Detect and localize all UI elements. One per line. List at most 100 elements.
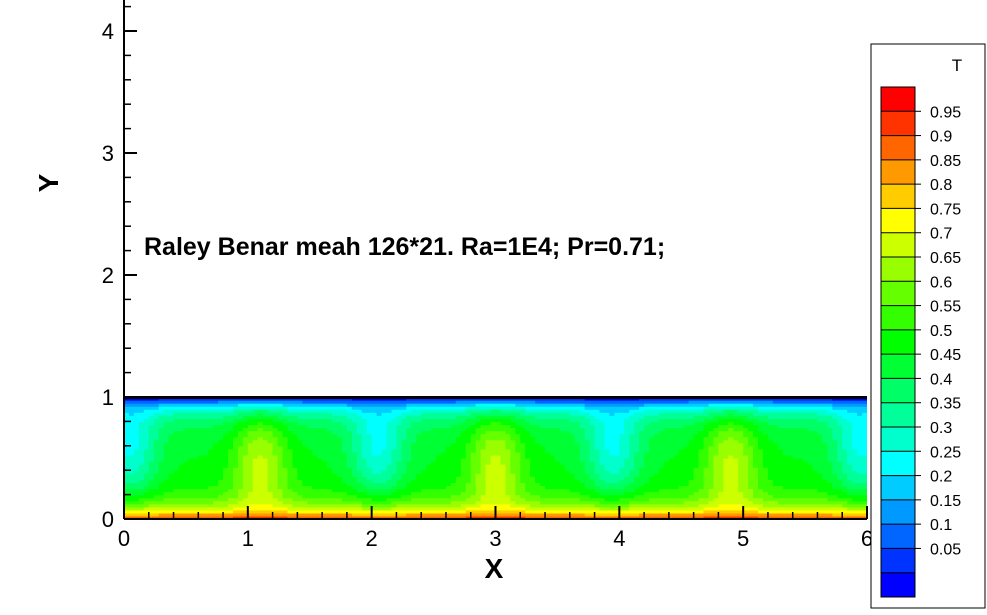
contour-cell xyxy=(480,424,487,429)
contour-cell xyxy=(411,515,417,519)
contour-cell xyxy=(738,430,744,435)
contour-cell xyxy=(351,445,358,450)
contour-cell xyxy=(485,424,492,429)
contour-cell xyxy=(133,500,140,505)
contour-cell xyxy=(599,458,606,462)
contour-cell xyxy=(411,445,417,450)
contour-cell xyxy=(589,473,596,477)
contour-cell xyxy=(391,509,398,514)
contour-cell xyxy=(124,470,130,474)
contour-cell xyxy=(604,442,611,447)
contour-cell xyxy=(426,464,432,468)
contour-cell xyxy=(673,515,680,519)
contour-cell xyxy=(683,406,690,410)
contour-cell xyxy=(629,445,635,450)
contour-cell xyxy=(297,503,303,508)
contour-cell xyxy=(619,494,625,499)
contour-cell xyxy=(599,491,606,496)
contour-cell xyxy=(351,442,358,447)
contour-cell xyxy=(411,503,417,508)
contour-cell xyxy=(654,421,660,426)
contour-cell xyxy=(203,445,209,450)
contour-cell xyxy=(317,436,323,441)
contour-cell xyxy=(525,491,531,496)
contour-cell xyxy=(708,442,715,447)
contour-cell xyxy=(341,427,348,432)
contour-cell xyxy=(604,509,611,514)
contour-cell xyxy=(505,442,511,447)
contour-cell xyxy=(688,424,695,429)
contour-cell xyxy=(128,464,135,468)
contour-cell xyxy=(728,503,734,508)
contour-cell xyxy=(168,476,175,480)
contour-cell xyxy=(257,467,264,471)
contour-cell xyxy=(698,433,705,438)
contour-cell xyxy=(356,512,363,517)
contour-cell xyxy=(247,482,254,487)
contour-cell xyxy=(455,494,462,499)
contour-cell xyxy=(282,418,289,422)
contour-cell xyxy=(609,439,615,444)
contour-cell xyxy=(614,427,620,432)
contour-cell xyxy=(148,458,155,462)
contour-cell xyxy=(658,503,665,508)
contour-cell xyxy=(143,442,150,447)
contour-cell xyxy=(609,467,615,471)
contour-cell xyxy=(128,506,135,511)
contour-cell xyxy=(128,479,135,483)
contour-cell xyxy=(401,418,407,422)
contour-cell xyxy=(693,406,700,410)
contour-cell xyxy=(708,458,715,462)
contour-cell xyxy=(168,436,175,441)
contour-cell xyxy=(485,406,492,410)
contour-cell xyxy=(138,470,145,474)
contour-cell xyxy=(520,461,526,465)
contour-cell xyxy=(272,503,279,508)
contour-cell xyxy=(649,424,655,429)
contour-cell xyxy=(624,439,630,444)
contour-cell xyxy=(302,473,308,477)
contour-cell xyxy=(262,464,269,468)
contour-cell xyxy=(723,430,729,435)
contour-cell xyxy=(193,476,199,480)
contour-cell xyxy=(644,488,650,493)
contour-cell xyxy=(673,476,680,480)
contour-cell xyxy=(158,494,165,499)
contour-cell xyxy=(327,470,333,474)
contour-cell xyxy=(213,512,219,517)
contour-cell xyxy=(411,473,417,477)
contour-cell xyxy=(673,461,680,465)
contour-cell xyxy=(698,512,705,517)
contour-cell xyxy=(416,458,422,462)
contour-cell xyxy=(138,506,145,511)
contour-cell xyxy=(530,445,536,450)
contour-cell xyxy=(510,479,516,483)
contour-cell xyxy=(351,488,358,493)
contour-cell xyxy=(668,458,675,462)
contour-cell xyxy=(262,506,269,511)
contour-cell xyxy=(138,509,145,514)
contour-cell xyxy=(738,467,744,471)
contour-cell xyxy=(153,415,160,419)
contour-cell xyxy=(351,439,358,444)
contour-cell xyxy=(232,436,239,441)
contour-cell xyxy=(361,412,368,416)
contour-cell xyxy=(510,427,516,432)
contour-cell xyxy=(124,418,130,422)
contour-cell xyxy=(218,436,224,441)
contour-cell xyxy=(624,436,630,441)
contour-cell xyxy=(733,494,739,499)
contour-cell xyxy=(584,454,591,459)
contour-cell xyxy=(733,476,739,480)
contour-cell xyxy=(436,433,442,438)
contour-cell xyxy=(520,454,526,459)
contour-cell xyxy=(614,515,620,519)
contour-cell xyxy=(619,415,625,419)
contour-cell xyxy=(436,445,442,450)
contour-cell xyxy=(307,418,313,422)
contour-cell xyxy=(673,403,680,407)
contour-cell xyxy=(728,406,734,410)
contour-cell xyxy=(584,491,591,496)
contour-cell xyxy=(366,445,373,450)
contour-cell xyxy=(738,485,744,490)
